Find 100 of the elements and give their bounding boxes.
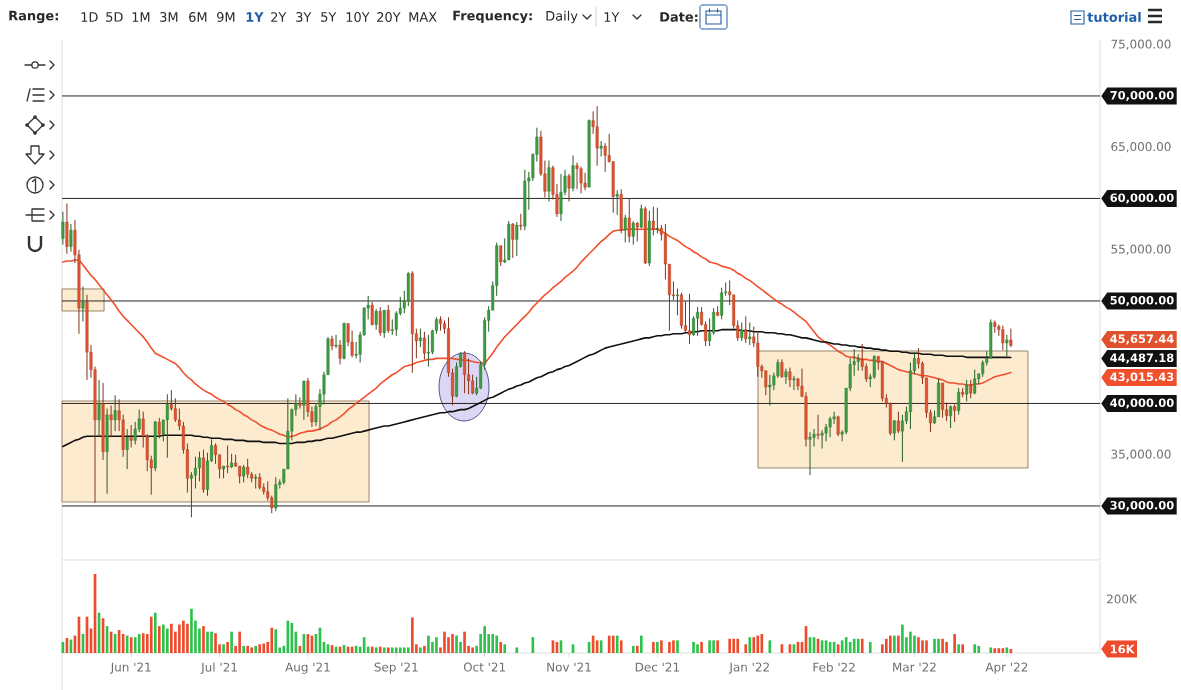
bar <box>973 644 977 653</box>
bar <box>989 647 993 653</box>
ref-line-label: 40,000.00 <box>1110 398 1174 409</box>
bar <box>852 638 856 653</box>
bar <box>925 640 928 653</box>
text: 43,015.43 <box>1110 372 1174 383</box>
bar <box>913 635 916 653</box>
bar <box>407 647 410 653</box>
text: 5Y <box>321 12 337 22</box>
candlestick <box>69 223 73 253</box>
text: 6M <box>189 12 207 22</box>
bar <box>961 644 964 653</box>
bar <box>957 644 960 653</box>
bar <box>471 647 474 653</box>
candlestick <box>109 405 113 438</box>
candlestick <box>957 387 961 416</box>
candlestick <box>896 411 900 434</box>
candlestick <box>374 308 378 331</box>
candlestick <box>226 444 230 474</box>
bar <box>190 608 193 653</box>
candlestick <box>547 160 551 203</box>
x-tick-label: Dec '21 <box>635 662 679 672</box>
candlestick <box>965 379 969 402</box>
text: 9M <box>217 12 235 22</box>
bar <box>708 640 711 653</box>
candlestick <box>900 414 904 463</box>
bar <box>182 620 185 653</box>
bar <box>712 640 715 653</box>
bar <box>282 645 286 653</box>
bar <box>483 626 486 653</box>
candlestick <box>559 173 563 222</box>
candlestick <box>579 166 583 194</box>
bar <box>639 635 643 653</box>
candlestick <box>784 368 788 385</box>
bar <box>692 641 695 653</box>
candlestick <box>1009 328 1013 348</box>
candlestick <box>81 286 85 322</box>
candlestick <box>511 222 515 259</box>
bar <box>893 635 896 653</box>
bar <box>250 647 254 653</box>
ref-line-label: 70,000.00 <box>1110 90 1174 102</box>
bar <box>676 640 679 653</box>
bar <box>945 641 948 653</box>
bar <box>672 640 675 653</box>
candlestick <box>567 173 571 203</box>
text: 16K <box>1110 644 1135 654</box>
bar <box>242 645 245 653</box>
candlestick <box>1005 334 1009 357</box>
bar <box>153 612 157 653</box>
bar <box>419 647 422 653</box>
candlestick <box>467 357 471 395</box>
bar <box>921 640 924 653</box>
candlestick <box>595 105 599 167</box>
candlestick <box>463 350 467 394</box>
bar <box>166 628 169 653</box>
text: 3Y <box>296 12 312 22</box>
bar <box>374 647 378 653</box>
bar <box>656 641 659 653</box>
text: 20Y <box>377 12 401 22</box>
bar <box>897 635 900 653</box>
candlestick <box>788 367 792 388</box>
bar <box>752 637 756 653</box>
bar <box>455 635 458 653</box>
bar <box>917 637 920 653</box>
candlestick <box>688 293 691 345</box>
bar <box>716 640 719 653</box>
bar <box>386 647 390 653</box>
candlestick <box>675 288 679 316</box>
bar <box>901 624 904 653</box>
candlestick <box>828 416 832 438</box>
x-tick-label: Oct '21 <box>463 662 506 672</box>
bar <box>402 647 406 653</box>
candlestick <box>969 379 973 399</box>
x-tick-label: Jul '21 <box>200 662 237 674</box>
candlestick <box>189 471 193 518</box>
bar <box>214 633 217 653</box>
bar <box>933 638 936 653</box>
x-tick-label: Mar '22 <box>893 662 936 672</box>
bar <box>394 647 398 653</box>
candlestick <box>792 375 796 391</box>
candlestick <box>599 140 603 157</box>
candlestick <box>113 394 117 432</box>
bar <box>993 648 997 653</box>
bar <box>631 645 635 653</box>
candlestick <box>298 396 302 410</box>
candlestick <box>720 287 724 320</box>
text: 1Y <box>604 12 620 22</box>
candlestick <box>426 334 430 368</box>
candlestick <box>246 458 250 479</box>
candlestick <box>696 306 700 337</box>
bar <box>137 634 141 653</box>
bar <box>856 638 860 653</box>
bar <box>370 646 374 653</box>
candlestick <box>623 214 627 244</box>
candlestick <box>386 304 390 334</box>
bar <box>226 641 229 653</box>
text: 3M <box>160 12 178 22</box>
candlestick <box>655 207 659 234</box>
bar <box>732 638 736 653</box>
candlestick <box>651 206 655 236</box>
